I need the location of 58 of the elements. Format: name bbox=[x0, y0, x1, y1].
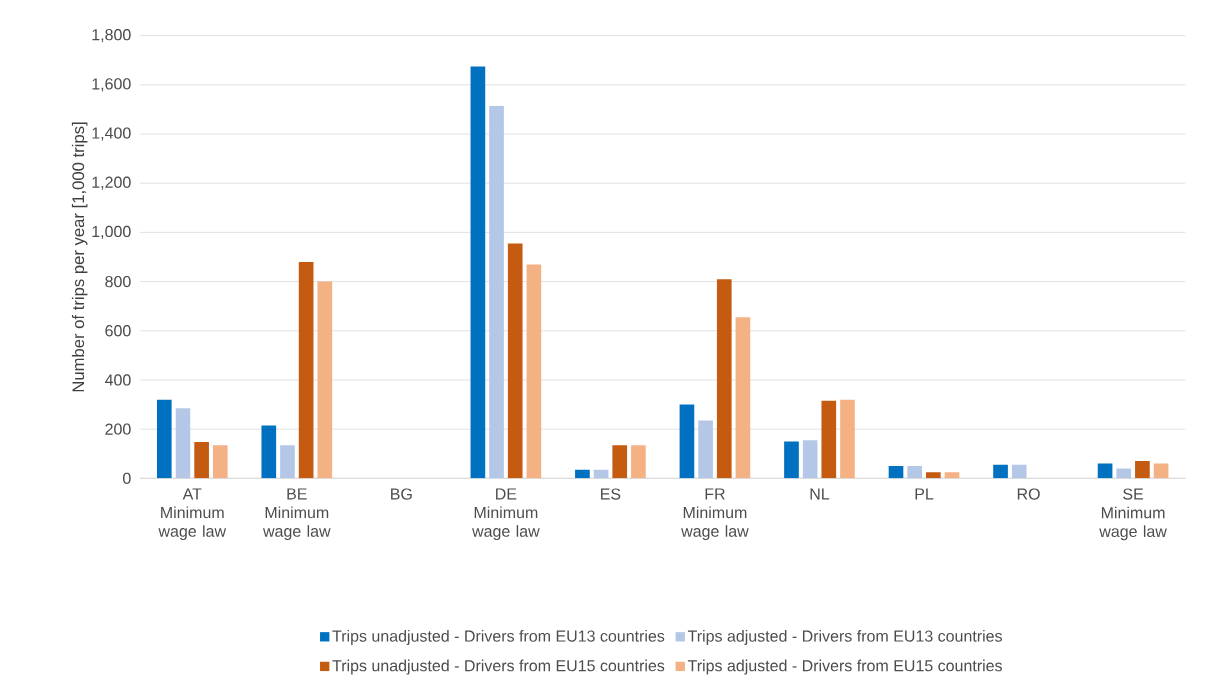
x-tick-label: PL bbox=[915, 488, 934, 500]
bar bbox=[840, 399, 855, 479]
bar bbox=[526, 264, 542, 479]
bar bbox=[698, 420, 713, 479]
bar bbox=[298, 262, 314, 479]
bar bbox=[784, 441, 799, 479]
x-tick-label: RO bbox=[1017, 488, 1040, 500]
bar bbox=[679, 404, 695, 479]
y-tick-label: 1,000 bbox=[92, 226, 131, 240]
y-tick-label: 1,800 bbox=[92, 29, 131, 43]
x-tick-label: DE Minimum wage law bbox=[472, 488, 540, 541]
y-tick-label: 1,400 bbox=[92, 127, 131, 141]
bar bbox=[280, 445, 295, 479]
bar bbox=[1097, 463, 1113, 479]
bar bbox=[631, 445, 646, 479]
bar bbox=[802, 440, 818, 479]
bar bbox=[1135, 461, 1150, 479]
bar bbox=[1116, 468, 1132, 479]
x-tick-label: ES bbox=[601, 488, 621, 500]
bar bbox=[470, 66, 486, 479]
bar bbox=[926, 472, 941, 479]
y-tick-label: 1,200 bbox=[92, 176, 131, 191]
x-tick-label: BE Minimum wage law bbox=[262, 488, 331, 541]
bar bbox=[194, 442, 209, 479]
bar bbox=[317, 281, 333, 479]
y-tick-label: 0 bbox=[123, 472, 131, 485]
bar bbox=[907, 466, 923, 479]
bar bbox=[212, 445, 228, 479]
bar bbox=[821, 401, 837, 479]
x-tick-label: AT Minimum wage law bbox=[158, 488, 227, 541]
x-tick-label: BG bbox=[391, 488, 412, 500]
legend-label: Trips adjusted - Drivers from EU13 countries bbox=[687, 630, 1002, 646]
x-tick-label: FR Minimum wage law bbox=[681, 488, 749, 541]
x-tick-label: NL bbox=[810, 488, 830, 500]
y-axis-title: Number of trips per year [1,000 trips] bbox=[71, 122, 88, 392]
bar bbox=[156, 399, 172, 479]
bar bbox=[888, 466, 904, 479]
bar bbox=[944, 472, 960, 479]
bar bbox=[507, 243, 523, 479]
bar bbox=[612, 445, 628, 479]
bar bbox=[489, 105, 504, 479]
bar bbox=[1011, 465, 1027, 479]
x-tick-label: SE Minimum wage law bbox=[1099, 488, 1167, 541]
bar bbox=[575, 469, 590, 479]
bar bbox=[261, 425, 277, 479]
y-tick-label: 200 bbox=[105, 423, 131, 436]
bar bbox=[716, 279, 732, 479]
legend-label: Trips adjusted - Drivers from EU15 countries bbox=[687, 659, 1002, 675]
y-tick-label: 400 bbox=[104, 374, 131, 386]
bar bbox=[1153, 463, 1169, 479]
legend-label: Trips unadjusted - Drivers from EU15 countries bbox=[332, 659, 665, 675]
y-tick-label: 800 bbox=[105, 276, 131, 288]
bar bbox=[993, 465, 1008, 479]
legend-label: Trips unadjusted - Drivers from EU13 countries bbox=[332, 630, 665, 646]
bar bbox=[735, 317, 751, 479]
bar bbox=[175, 408, 191, 479]
y-tick-label: 1,600 bbox=[92, 78, 131, 92]
y-tick-label: 600 bbox=[105, 325, 131, 337]
